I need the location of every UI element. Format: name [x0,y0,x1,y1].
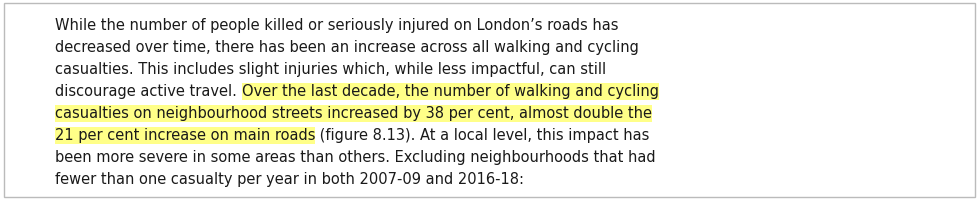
Text: fewer than one casualty per year in both 2007-09 and 2016-18:: fewer than one casualty per year in both… [55,172,523,187]
Text: 21 per cent increase on main roads: 21 per cent increase on main roads [55,128,315,143]
Text: While the number of people killed or seriously injured on London’s roads has: While the number of people killed or ser… [55,18,618,33]
Text: decreased over time, there has been an increase across all walking and cycling: decreased over time, there has been an i… [55,40,639,55]
Text: Over the last decade, the number of walking and cycling: Over the last decade, the number of walk… [242,84,658,99]
Text: (figure 8.13). At a local level, this impact has: (figure 8.13). At a local level, this im… [315,128,649,143]
Bar [55,127,315,144]
Text: discourage active travel.: discourage active travel. [55,84,242,99]
Bar [242,83,658,100]
Text: casualties on neighbourhood streets increased by 38 per cent, almost double the: casualties on neighbourhood streets incr… [55,106,651,121]
Text: been more severe in some areas than others. Excluding neighbourhoods that had: been more severe in some areas than othe… [55,150,655,165]
Text: casualties. This includes slight injuries which, while less impactful, can still: casualties. This includes slight injurie… [55,62,605,77]
Bar [55,105,651,122]
